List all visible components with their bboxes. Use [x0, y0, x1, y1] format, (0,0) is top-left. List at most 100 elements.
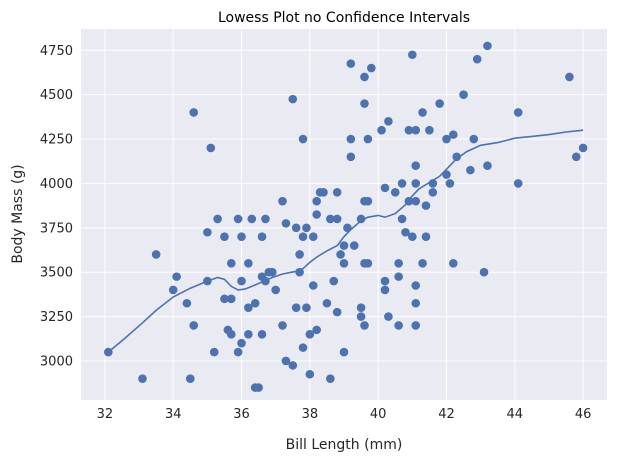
- data-point: [220, 294, 229, 304]
- x-tick-labels: 32 34 36 38 40 42 44 46: [97, 407, 592, 422]
- data-point: [360, 99, 369, 108]
- data-point: [298, 232, 308, 241]
- data-point: [250, 298, 260, 308]
- data-point: [332, 188, 342, 197]
- data-point: [466, 165, 475, 175]
- data-point: [257, 330, 267, 339]
- data-point: [237, 338, 246, 348]
- plot-area: [81, 29, 607, 400]
- data-point: [425, 125, 434, 135]
- data-point: [291, 223, 301, 233]
- data-point: [189, 321, 199, 330]
- data-point: [302, 303, 311, 312]
- x-tick-label: 34: [165, 407, 182, 422]
- y-tick-label: 4250: [40, 133, 73, 148]
- data-point: [138, 374, 147, 383]
- data-point: [404, 125, 414, 135]
- data-point: [411, 179, 421, 188]
- y-tick-label: 4750: [40, 44, 73, 59]
- data-point: [428, 188, 438, 197]
- data-point: [408, 50, 417, 60]
- data-point: [380, 276, 390, 286]
- y-tick-label: 3750: [40, 221, 73, 236]
- data-point: [411, 321, 421, 330]
- y-tick-label: 3000: [40, 354, 73, 369]
- data-point: [394, 272, 403, 281]
- x-tick-label: 40: [370, 407, 387, 422]
- data-point: [308, 232, 318, 241]
- data-point: [435, 99, 444, 108]
- data-point: [421, 232, 431, 241]
- data-point: [349, 241, 359, 250]
- data-point: [380, 183, 390, 193]
- x-axis-label: Bill Length (mm): [286, 437, 403, 453]
- data-point: [394, 259, 403, 268]
- data-point: [312, 210, 321, 219]
- data-point: [226, 259, 236, 268]
- data-point: [483, 161, 492, 170]
- data-point: [244, 330, 253, 339]
- data-point: [411, 161, 421, 170]
- data-point: [363, 259, 373, 268]
- data-point: [565, 72, 574, 82]
- data-point: [339, 241, 349, 250]
- data-point: [233, 214, 243, 224]
- data-point: [397, 214, 407, 224]
- data-point: [189, 108, 199, 117]
- y-tick-label: 4500: [40, 88, 73, 103]
- data-point: [319, 188, 328, 197]
- data-point: [332, 307, 342, 317]
- data-point: [291, 303, 301, 312]
- data-point: [394, 321, 403, 330]
- lowess-curve: [107, 129, 584, 353]
- data-point: [360, 72, 369, 82]
- data-point: [288, 94, 298, 104]
- data-point: [247, 214, 257, 224]
- scatter-points: [104, 41, 588, 392]
- data-point: [469, 134, 479, 144]
- x-tick-label: 44: [507, 407, 524, 422]
- x-tick-label: 42: [438, 407, 455, 422]
- data-point: [346, 152, 356, 162]
- data-point: [390, 188, 400, 197]
- data-point: [326, 214, 335, 224]
- data-point: [346, 59, 356, 68]
- data-point: [513, 108, 523, 117]
- data-point: [267, 267, 277, 277]
- data-point: [226, 294, 236, 304]
- data-point: [363, 134, 373, 144]
- data-point: [367, 63, 376, 73]
- data-point: [336, 250, 345, 259]
- data-point: [377, 125, 386, 135]
- data-point: [298, 134, 308, 144]
- data-point: [360, 321, 369, 330]
- data-point: [483, 41, 492, 51]
- data-point: [356, 214, 366, 224]
- data-point: [244, 259, 253, 268]
- data-point: [312, 196, 321, 206]
- data-point: [363, 196, 373, 206]
- data-point: [418, 108, 427, 117]
- data-point: [302, 223, 311, 233]
- data-point: [220, 232, 229, 241]
- data-point: [278, 321, 287, 330]
- data-point: [452, 152, 462, 162]
- data-point: [281, 356, 291, 366]
- data-point: [261, 214, 270, 224]
- data-point: [408, 232, 417, 241]
- data-point: [380, 285, 390, 295]
- data-point: [233, 347, 243, 357]
- data-point: [172, 272, 181, 281]
- data-point: [305, 369, 315, 379]
- data-point: [513, 179, 523, 188]
- data-point: [209, 347, 219, 357]
- x-tick-label: 46: [575, 407, 592, 422]
- data-point: [472, 54, 482, 64]
- data-point: [459, 90, 468, 99]
- data-point: [329, 276, 339, 286]
- y-tick-label: 3500: [40, 266, 73, 281]
- y-tick-label: 4000: [40, 177, 73, 192]
- x-tick-label: 36: [233, 407, 250, 422]
- data-point: [151, 250, 161, 259]
- x-tick-label: 32: [97, 407, 114, 422]
